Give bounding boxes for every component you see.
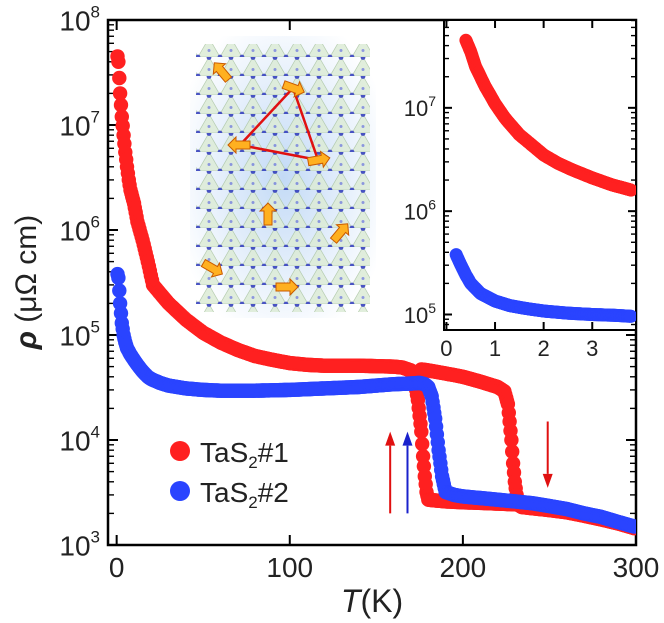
point-s1-b1-1 bbox=[111, 54, 126, 69]
y-axis-unit: (μΩ cm) bbox=[10, 215, 43, 323]
spin-arrows bbox=[200, 62, 350, 297]
annotation-arrow-1 bbox=[385, 431, 396, 514]
inset-series-2 bbox=[449, 248, 636, 323]
inset-axis-ticks: 0 1 2 3 105 106 107 bbox=[404, 19, 636, 361]
point-s2-b1-517 bbox=[627, 519, 636, 534]
inset-x-tick-label-0: 0 bbox=[440, 336, 452, 361]
main-y-tick-label-2: 105 bbox=[59, 318, 100, 352]
x-axis-symbol: T bbox=[341, 583, 363, 619]
main-y-tick-label-0: 103 bbox=[59, 528, 100, 562]
inset-plot-frame bbox=[443, 19, 637, 331]
inset-data-series bbox=[449, 33, 636, 323]
inset-y-tick-label-1: 106 bbox=[404, 197, 436, 225]
point-s1-b2-90 bbox=[504, 432, 519, 448]
legend-label-sample-2: TaS2#2 bbox=[200, 477, 289, 512]
inset-series-1 bbox=[459, 33, 636, 197]
inset-y-tick-label-0: 105 bbox=[404, 300, 436, 328]
point-s2-b1-1 bbox=[111, 270, 126, 286]
inset-y-tick-label-2: 107 bbox=[404, 93, 436, 121]
inset-x-tick-label-2: 2 bbox=[538, 336, 550, 361]
y-axis-label: ρ (μΩ cm) bbox=[10, 215, 43, 351]
point-s1-b1-3 bbox=[112, 86, 128, 101]
inset-point-s2-247 bbox=[624, 309, 636, 323]
main-x-tick-label-0: 0 bbox=[109, 552, 125, 583]
point-s2-b1-2 bbox=[112, 283, 127, 298]
inset-point-s1-234 bbox=[624, 183, 636, 197]
main-y-tick-label-5: 108 bbox=[59, 3, 100, 37]
annotation-arrow-3 bbox=[542, 421, 553, 488]
main-y-tick-label-4: 107 bbox=[59, 108, 100, 142]
point-s1-b1-306 bbox=[415, 436, 430, 452]
point-s1-b1-305 bbox=[414, 424, 429, 439]
main-y-tick-label-3: 106 bbox=[59, 213, 100, 247]
main-y-tick-label-1: 104 bbox=[59, 423, 100, 457]
legend-marker-sample-2 bbox=[170, 481, 190, 501]
inset-x-tick-label-3: 3 bbox=[586, 336, 598, 361]
x-axis-unit: (K) bbox=[360, 583, 403, 619]
main-x-tick-label-2: 200 bbox=[440, 552, 487, 583]
y-axis-symbol: ρ bbox=[10, 331, 43, 350]
annotation-arrow-2 bbox=[402, 431, 413, 514]
main-data-series bbox=[110, 49, 636, 536]
main-x-tick-label-3: 300 bbox=[613, 552, 660, 583]
point-s1-b2-91 bbox=[505, 444, 520, 459]
inset-x-tick-label-1: 1 bbox=[489, 336, 501, 361]
point-s1-b1-2 bbox=[112, 70, 127, 86]
annotation-arrows bbox=[385, 421, 553, 514]
series-2 bbox=[110, 266, 636, 534]
star-of-david-triangle bbox=[237, 85, 320, 162]
legend-label-sample-1: TaS2#1 bbox=[200, 437, 289, 472]
legend-marker-sample-1 bbox=[170, 441, 190, 461]
lattice-illustration bbox=[190, 36, 376, 318]
x-axis-label: T(K) bbox=[341, 583, 403, 619]
main-x-tick-label-1: 100 bbox=[266, 552, 313, 583]
legend: TaS2#1 TaS2#2 bbox=[170, 437, 289, 512]
point-s1-b1-4 bbox=[113, 97, 129, 113]
